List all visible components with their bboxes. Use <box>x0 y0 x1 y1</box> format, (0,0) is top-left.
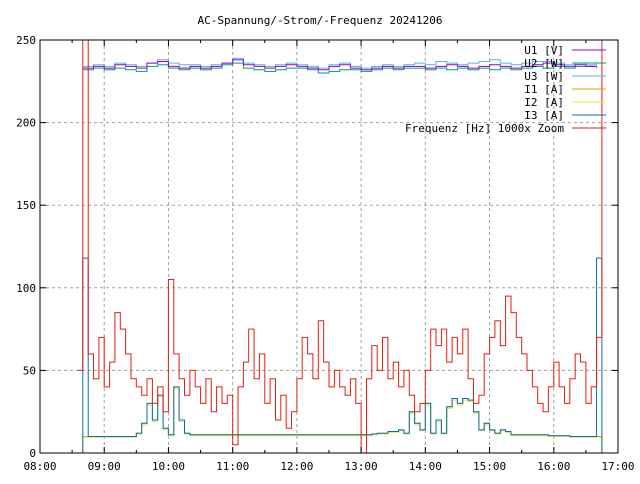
x-tick-label: 14:00 <box>409 460 442 473</box>
y-tick-label: 200 <box>16 117 36 130</box>
x-tick-label: 15:00 <box>473 460 506 473</box>
y-tick-label: 50 <box>23 364 36 377</box>
x-tick-label: 09:00 <box>88 460 121 473</box>
series-group <box>77 39 603 454</box>
x-tick-label: 12:00 <box>280 460 313 473</box>
legend-label: I3 [A] <box>524 109 564 122</box>
series-line-6 <box>77 39 603 454</box>
legend-label: Frequenz [Hz] 1000x Zoom <box>405 122 564 135</box>
y-tick-label: 0 <box>29 447 36 460</box>
legend-label: U3 [W] <box>524 70 564 83</box>
legend-label: U1 [V] <box>524 44 564 57</box>
x-tick-label: 11:00 <box>216 460 249 473</box>
x-tick-label: 17:00 <box>601 460 634 473</box>
series-line-4 <box>77 388 603 454</box>
axis-ticks: 0 50 100 150 200 250 08:00 09:00 10:00 11:00 12:00… <box>16 34 634 473</box>
y-tick-label: 100 <box>16 282 36 295</box>
x-tick-label: 08:00 <box>23 460 56 473</box>
y-tick-label: 250 <box>16 34 36 47</box>
legend-label: U2 [W] <box>524 57 564 70</box>
legend-label: I2 [A] <box>524 96 564 109</box>
x-tick-label: 10:00 <box>152 460 185 473</box>
legend: U1 [V]U2 [W]U3 [W]I1 [A]I2 [A]I3 [A]Freq… <box>405 44 606 135</box>
chart-title: AC-Spannung/-Strom/-Frequenz 20241206 <box>197 14 442 27</box>
legend-label: I1 [A] <box>524 83 564 96</box>
x-tick-label: 16:00 <box>537 460 570 473</box>
x-tick-label: 13:00 <box>345 460 378 473</box>
series-line-0 <box>82 59 597 71</box>
y-tick-label: 150 <box>16 199 36 212</box>
